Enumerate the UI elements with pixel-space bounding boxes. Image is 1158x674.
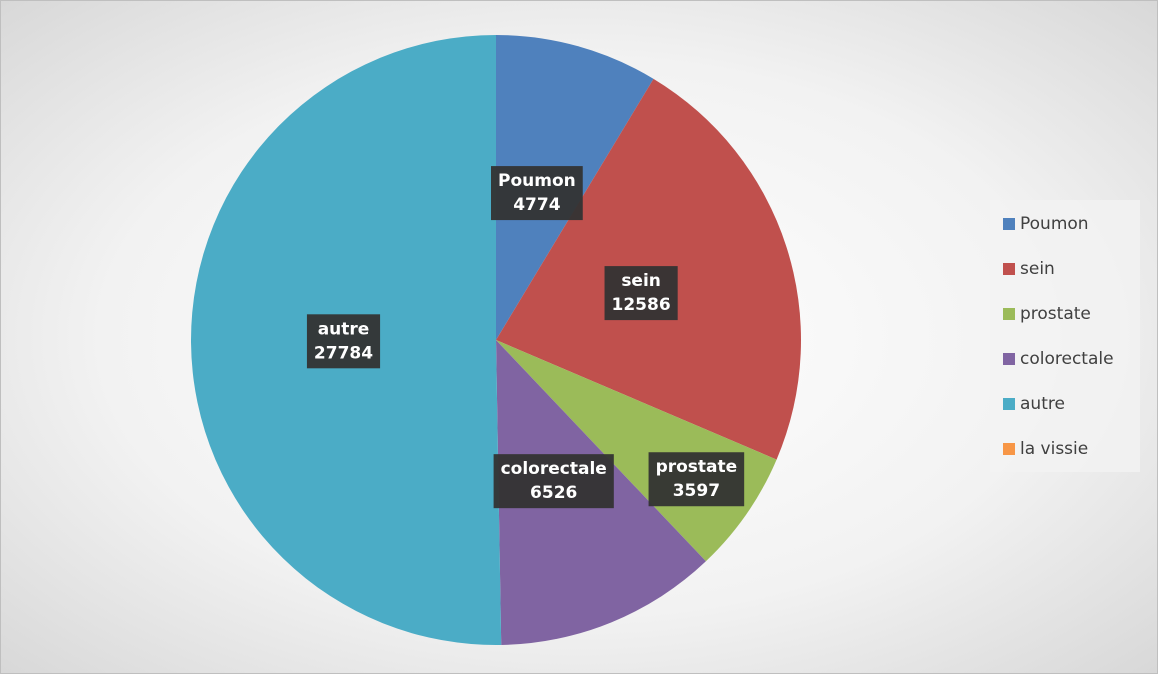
data-label-value: 6526 — [530, 483, 577, 503]
data-label-box — [648, 452, 745, 507]
legend-swatch — [1003, 443, 1015, 455]
data-label-value: 4774 — [513, 195, 560, 215]
data-label-box — [493, 454, 614, 509]
data-label: sein 12586 — [604, 266, 678, 321]
data-label-name: sein — [621, 271, 661, 291]
data-label: prostate 3597 — [648, 452, 745, 507]
legend-swatch — [1003, 398, 1015, 410]
data-label-name: autre — [318, 319, 370, 339]
legend-swatch — [1003, 308, 1015, 320]
legend-box — [990, 200, 1140, 472]
legend-label: prostate — [1020, 304, 1091, 324]
legend-swatch — [1003, 263, 1015, 275]
legend-label: la vissie — [1020, 439, 1088, 459]
data-label-value: 3597 — [673, 481, 720, 501]
data-label-value: 27784 — [314, 343, 373, 363]
legend-label: autre — [1020, 394, 1065, 414]
legend-label: colorectale — [1020, 349, 1114, 369]
legend-label: Poumon — [1020, 214, 1089, 234]
legend-swatch — [1003, 353, 1015, 365]
data-label-box — [491, 166, 583, 221]
data-label-name: prostate — [656, 457, 738, 477]
data-label-box — [306, 314, 381, 369]
data-label-box — [604, 266, 678, 321]
data-label-name: Poumon — [498, 171, 576, 191]
data-label: autre 27784 — [306, 314, 381, 369]
legend-label: sein — [1020, 259, 1055, 279]
data-label-value: 12586 — [612, 295, 671, 315]
data-label: Poumon 4774 — [491, 166, 583, 221]
legend-swatch — [1003, 218, 1015, 230]
data-label-name: colorectale — [501, 459, 607, 479]
data-label: colorectale 6526 — [493, 454, 614, 509]
